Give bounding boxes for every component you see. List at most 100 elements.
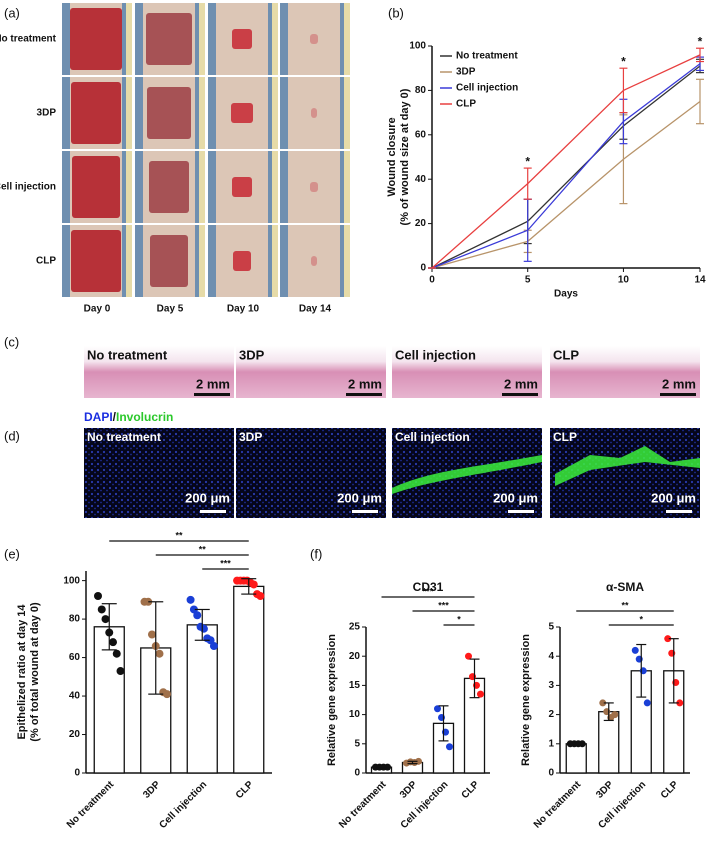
- ruler: [199, 3, 205, 75]
- significance-label: ***: [423, 586, 434, 596]
- legend-label: No treatment: [456, 51, 518, 62]
- bar: [565, 743, 587, 774]
- y-tick-label: 80: [69, 614, 81, 625]
- scale-bar: [660, 393, 696, 396]
- wound: [232, 29, 252, 49]
- ruler: [272, 77, 278, 149]
- significance-label: **: [175, 530, 183, 540]
- data-point: [109, 638, 117, 647]
- panel-label: (e): [4, 546, 20, 561]
- y-tick-label: 5: [354, 738, 360, 749]
- scale-label: 2 mm: [662, 376, 696, 391]
- scale-label: 2 mm: [504, 376, 538, 391]
- ruler: [126, 77, 132, 149]
- x-tick-label: 3DP: [141, 779, 163, 801]
- y-tick-label: 20: [69, 729, 81, 740]
- histology-image: [392, 346, 542, 398]
- y-axis-label: (% of total wound at day 0): [29, 602, 41, 742]
- wound: [72, 156, 120, 218]
- x-tick-label: 0: [429, 275, 435, 286]
- panel-label: (b): [388, 5, 404, 20]
- data-point: [112, 649, 121, 658]
- y-tick-label: 0: [354, 768, 360, 779]
- data-point: [578, 740, 586, 748]
- significance-label: **: [199, 544, 207, 554]
- immuno-label: No treatment: [87, 430, 161, 444]
- y-axis-label: Relative gene expression: [520, 634, 532, 766]
- immuno-label: 3DP: [239, 430, 262, 444]
- y-axis-label: (% of wound size at day 0): [399, 88, 411, 225]
- stain-name: DAPI: [84, 410, 113, 424]
- x-tick-label: 3DP: [594, 779, 616, 801]
- y-tick-label: 20: [415, 218, 427, 229]
- data-point: [664, 635, 672, 643]
- scale-label: 200 μm: [185, 490, 230, 505]
- data-point: [101, 615, 110, 624]
- wound: [147, 87, 191, 139]
- histology-label: 3DP: [239, 347, 265, 362]
- significance-label: *: [457, 614, 461, 624]
- x-tick-label: CLP: [659, 779, 681, 801]
- data-point: [434, 705, 441, 713]
- wound: [150, 235, 188, 287]
- y-tick-label: 80: [415, 85, 427, 96]
- scale-bar: [508, 510, 534, 513]
- scale-bar: [346, 393, 382, 396]
- data-point: [477, 690, 484, 698]
- involucrin-layer: [555, 446, 700, 486]
- data-point: [643, 699, 651, 707]
- x-axis-label: Days: [554, 289, 578, 300]
- series-line: [431, 100, 701, 269]
- column-label: Day 0: [84, 304, 111, 315]
- ruler: [272, 151, 278, 223]
- data-point: [209, 642, 218, 651]
- histology-label: CLP: [553, 347, 579, 362]
- x-tick-label: 10: [618, 275, 630, 286]
- scale-label: 2 mm: [196, 376, 230, 391]
- significance-label: *: [639, 614, 643, 624]
- scale-label: 2 mm: [348, 376, 382, 391]
- ruler: [344, 77, 350, 149]
- scale-bar: [200, 510, 226, 513]
- row-label: 3DP: [37, 108, 57, 119]
- y-tick-label: 15: [349, 680, 361, 691]
- bar: [233, 585, 265, 774]
- y-tick-label: 0: [548, 768, 554, 779]
- ruler: [344, 151, 350, 223]
- data-point: [199, 624, 208, 633]
- y-tick-label: 10: [349, 709, 361, 720]
- significance-label: *: [525, 154, 530, 168]
- scale-bar: [352, 510, 378, 513]
- data-point: [163, 690, 171, 699]
- histology-label: No treatment: [87, 347, 168, 362]
- significance-label: ***: [220, 558, 231, 568]
- legend-label: Cell injection: [456, 83, 518, 94]
- significance-label: *: [698, 34, 703, 48]
- y-tick-label: 25: [349, 622, 361, 633]
- scale-label: 200 μm: [337, 490, 382, 505]
- y-tick-label: 2: [548, 709, 554, 720]
- x-tick-label: No treatment: [532, 779, 584, 831]
- immuno-label: CLP: [553, 430, 577, 444]
- histology-image: [84, 346, 234, 398]
- column-label: Day 14: [299, 304, 332, 315]
- ruler: [272, 3, 278, 75]
- scale-label: 200 μm: [651, 490, 696, 505]
- wound: [71, 230, 121, 292]
- panel-label: (c): [4, 334, 19, 349]
- ruler: [272, 225, 278, 297]
- x-tick-label: 14: [694, 275, 706, 286]
- chart-title: α-SMA: [606, 580, 644, 594]
- data-point: [676, 699, 684, 707]
- y-tick-label: 60: [415, 129, 427, 140]
- scale-label: 200 μm: [493, 490, 538, 505]
- y-tick-label: 4: [548, 651, 554, 662]
- y-axis-label: Epithelized ratio at day 14: [16, 604, 28, 740]
- data-point: [186, 595, 195, 604]
- y-tick-label: 40: [69, 691, 81, 702]
- data-point: [249, 580, 258, 589]
- wound: [231, 103, 253, 123]
- y-tick-label: 0: [74, 768, 80, 779]
- wound: [233, 251, 251, 271]
